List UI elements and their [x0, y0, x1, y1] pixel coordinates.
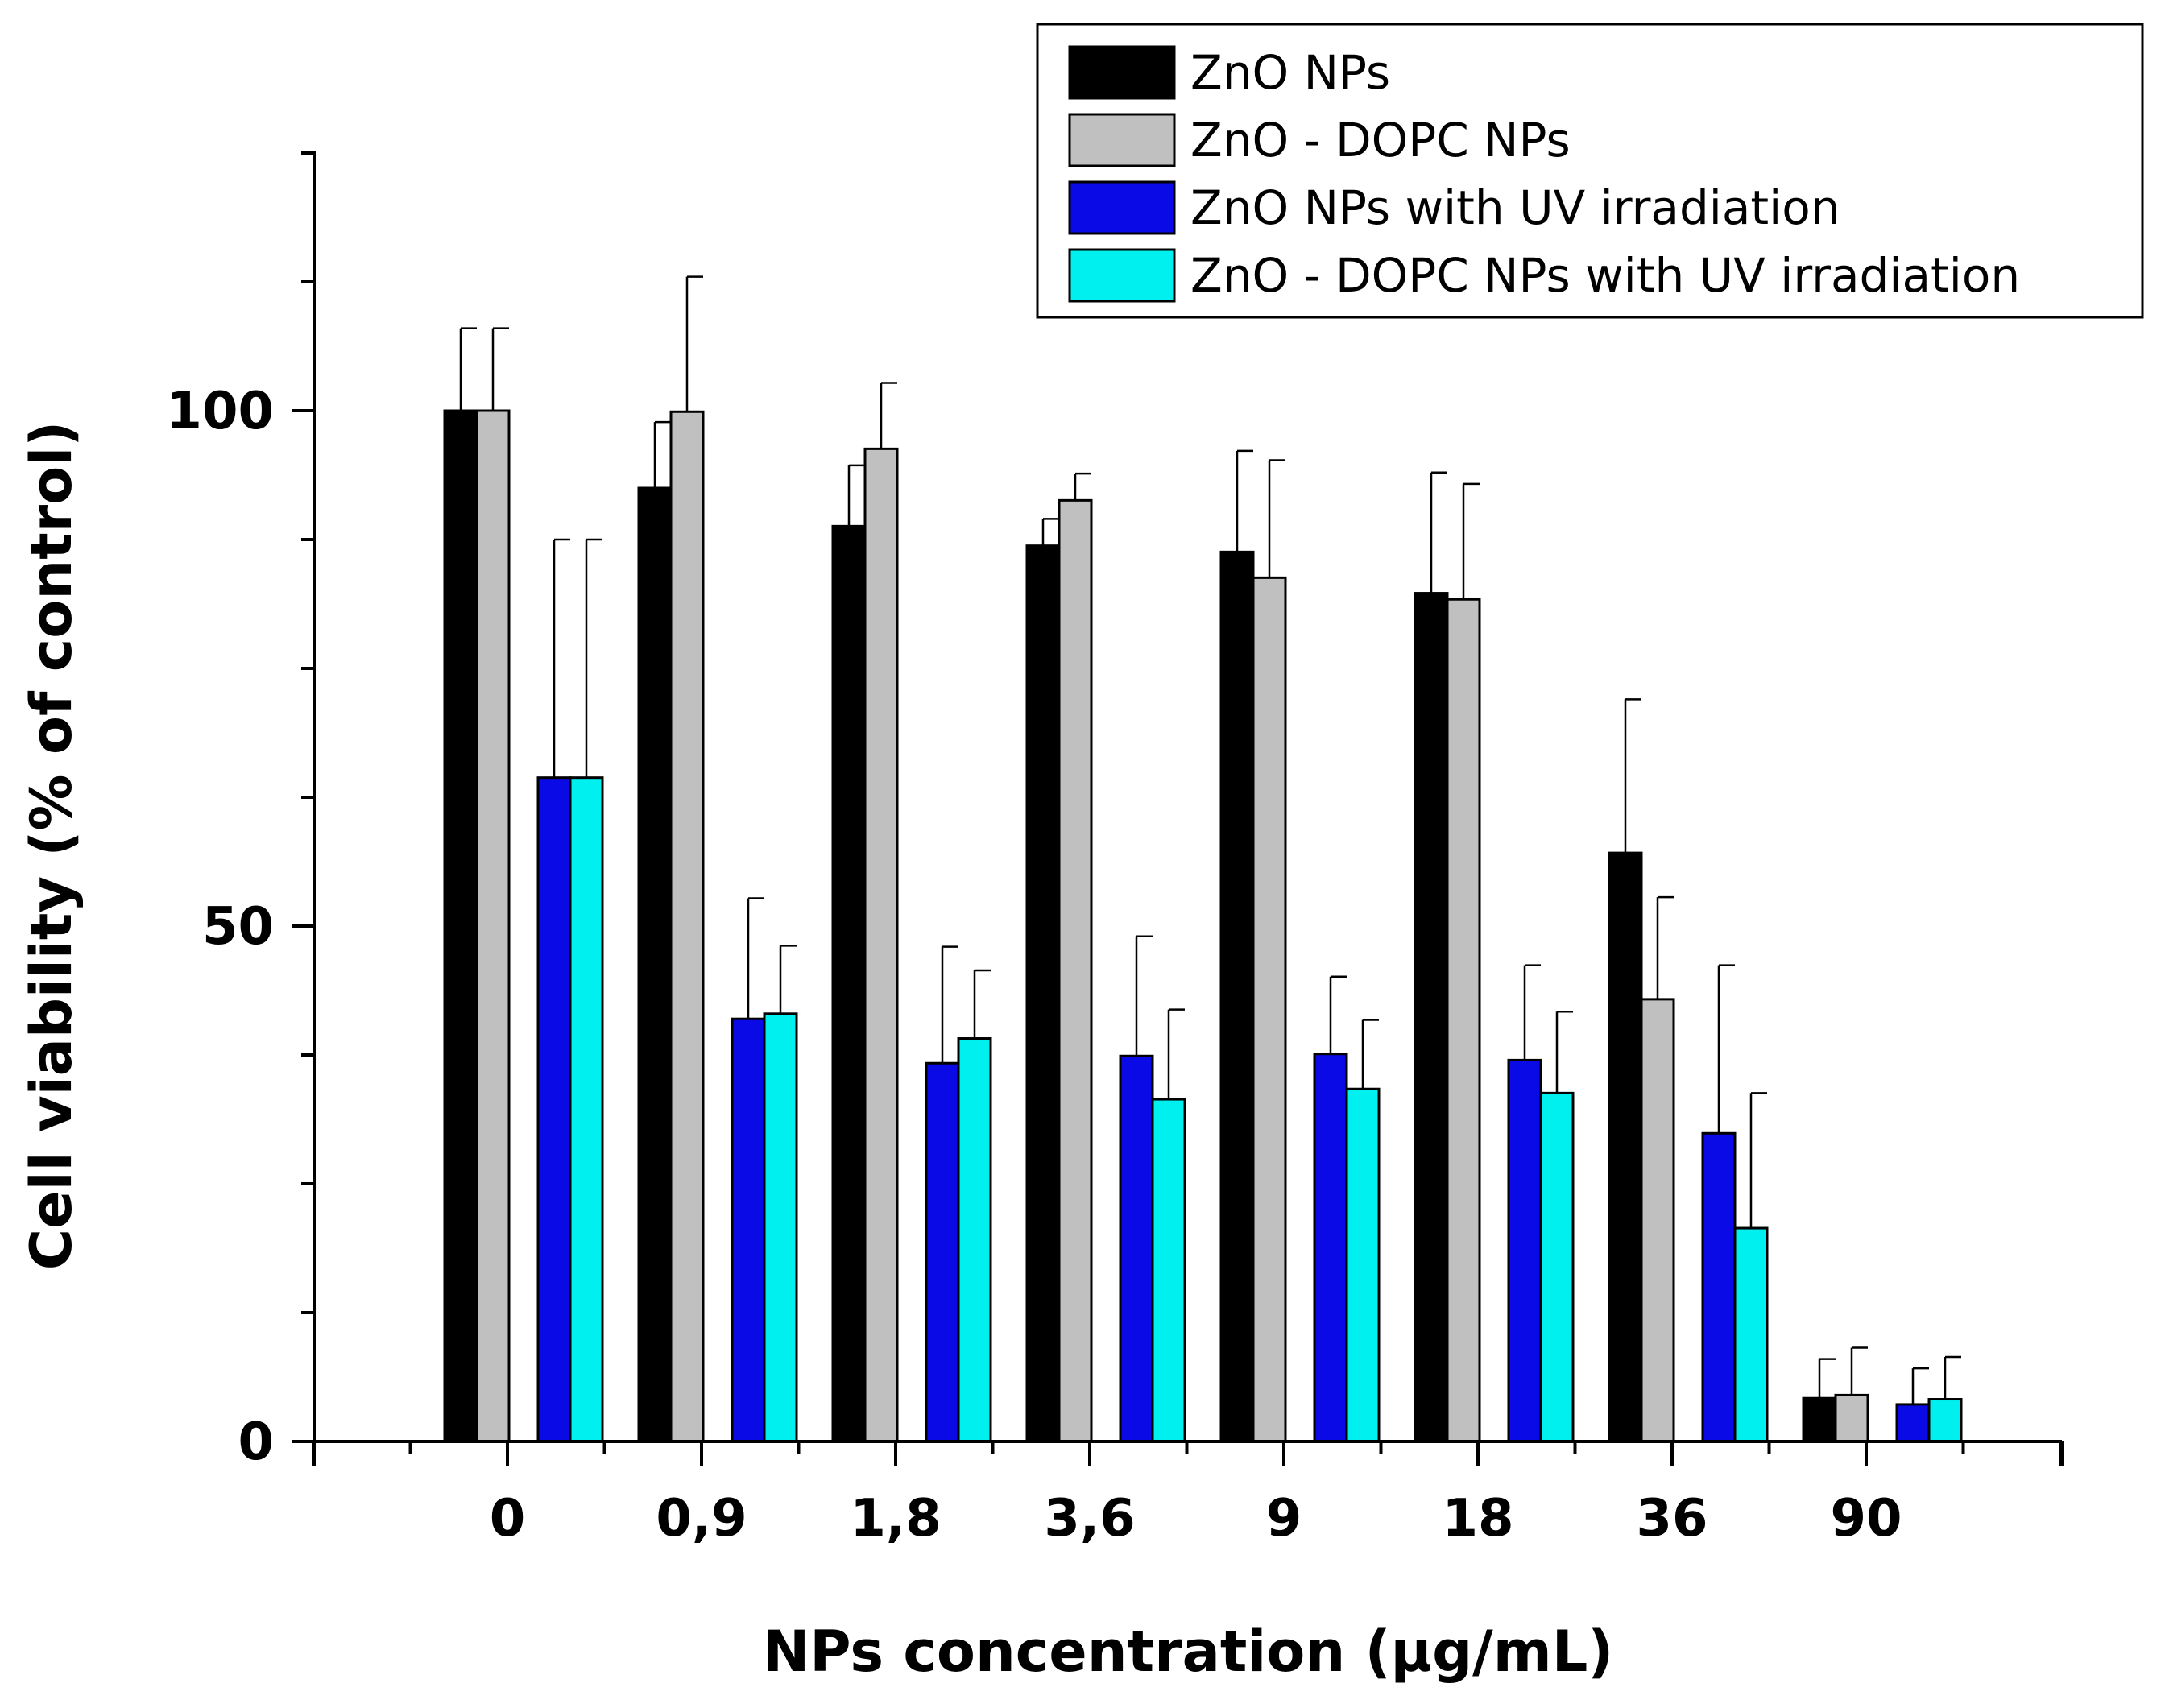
bar-2-90	[1834, 1393, 1869, 1443]
bar-3-18	[1507, 1058, 1542, 1443]
legend-swatch-1	[1068, 45, 1176, 100]
bar-1-1-8	[831, 524, 867, 1443]
bar-4-18	[1539, 1091, 1575, 1443]
legend-box	[1036, 23, 2144, 319]
bar-3-9	[1313, 1053, 1348, 1443]
x-tick-label-3-6: 3,6	[1044, 1489, 1135, 1549]
bar-4-3-6	[1151, 1098, 1186, 1443]
bar-2-9	[1252, 576, 1287, 1443]
legend: ZnO NPs ZnO - DOPC NPs ZnO NPs with UV irr…	[1036, 23, 2144, 319]
bar-1-0	[443, 409, 478, 1443]
bar-4-36	[1733, 1226, 1769, 1443]
legend-label-1: ZnO NPs	[1190, 45, 1390, 100]
x-tick-label-0-9: 0,9	[656, 1489, 747, 1549]
bar-3-36	[1701, 1131, 1737, 1443]
bar-2-3-6	[1058, 498, 1093, 1443]
legend-label-2: ZnO - DOPC NPs	[1190, 113, 1571, 167]
bar-3-3-6	[1119, 1054, 1154, 1443]
bar-1-0-9	[637, 486, 673, 1443]
bar-2-1-8	[863, 447, 899, 1443]
bar-4-0-9	[763, 1012, 798, 1443]
axes: 0 50 100 0 0,9 1,8 3,6 9 18 36 90	[166, 151, 2064, 1549]
legend-swatch-3	[1068, 180, 1176, 235]
bar-1-9	[1219, 550, 1255, 1443]
bar-2-18	[1446, 598, 1481, 1443]
plot-area	[443, 275, 1963, 1443]
x-tick-label-36: 36	[1636, 1489, 1708, 1549]
bar-3-90	[1895, 1403, 1931, 1443]
x-tick-label-9: 9	[1266, 1489, 1302, 1549]
x-tick-label-0: 0	[490, 1489, 526, 1549]
bar-1-18	[1414, 592, 1449, 1443]
bar-4-1-8	[957, 1037, 992, 1443]
y-axis-title: Cell viability (% of control)	[19, 421, 85, 1271]
bar-3-1-8	[925, 1061, 960, 1443]
y-tick-label-50: 50	[202, 897, 274, 957]
bar-4-90	[1927, 1398, 1963, 1443]
legend-label-3: ZnO NPs with UV irradiation	[1190, 180, 1840, 235]
y-tick-label-0: 0	[238, 1412, 274, 1472]
bar-4-9	[1345, 1087, 1381, 1443]
x-axis-title: NPs concentration (µg/mL)	[763, 1619, 1614, 1685]
legend-swatch-2	[1068, 113, 1176, 167]
bar-2-36	[1640, 998, 1675, 1443]
x-tick-label-90: 90	[1830, 1489, 1902, 1549]
bar-1-36	[1608, 851, 1643, 1443]
y-tick-label-100: 100	[166, 382, 274, 441]
bar-3-0	[536, 776, 572, 1443]
bar-4-0	[569, 776, 604, 1443]
x-tick-label-1-8: 1,8	[850, 1489, 941, 1549]
legend-label-4: ZnO - DOPC NPs with UV irradiation	[1190, 248, 2020, 303]
bar-2-0	[475, 409, 511, 1443]
bar-1-90	[1802, 1396, 1837, 1443]
bar-1-3-6	[1025, 544, 1061, 1443]
x-tick-label-18: 18	[1442, 1489, 1513, 1549]
bar-2-0-9	[669, 410, 705, 1443]
bar-3-0-9	[731, 1017, 766, 1443]
legend-swatch-4	[1068, 248, 1176, 303]
